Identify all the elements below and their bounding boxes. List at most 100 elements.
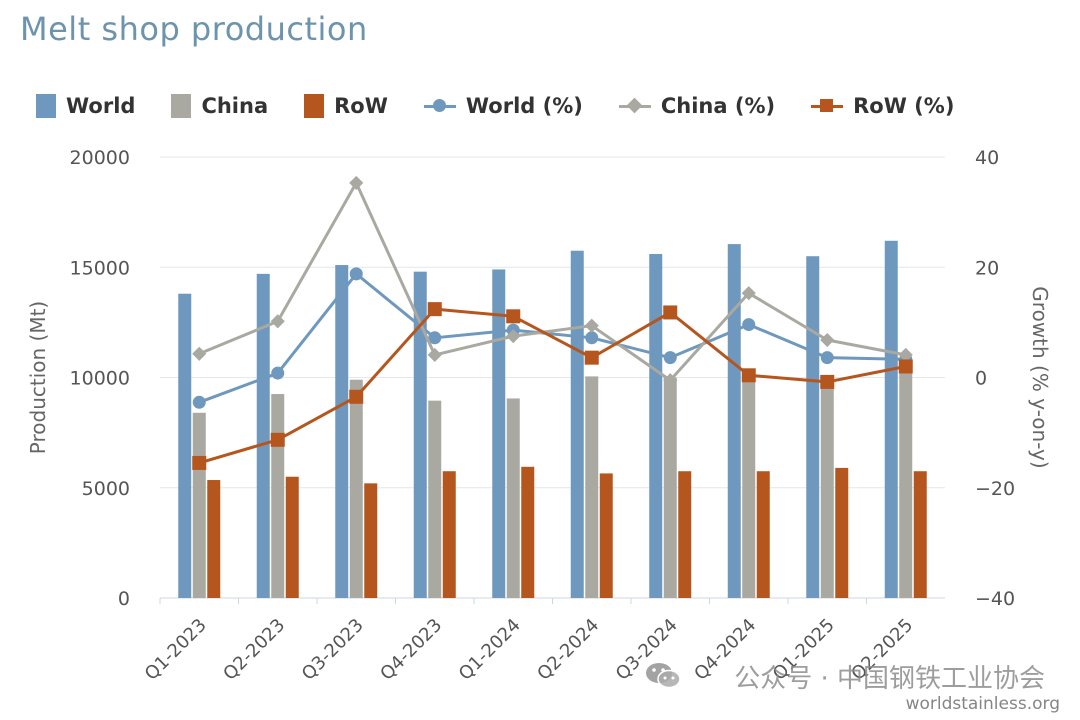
bar-world [570,250,584,598]
y2-tick-label: −40 [975,588,1015,610]
legend-swatch-world [36,94,56,118]
bar-china [428,400,442,598]
marker-china- [663,373,678,388]
bar-row [207,480,221,598]
legend-item-china-pct[interactable]: China (%) [618,94,776,118]
bar-row [913,471,927,598]
legend-swatch-row [304,94,325,118]
x-tick-label: Q1-2024 [455,615,525,685]
bar-world [413,271,427,598]
y-tick-label: 5000 [82,478,130,500]
bar-world [806,256,820,598]
bar-china [899,367,913,598]
y2-tick-label: 20 [975,257,999,279]
marker-row- [192,455,207,470]
y2-tick-label: −20 [975,478,1015,500]
marker-row- [349,389,364,404]
bar-china [192,412,206,598]
marker-world- [192,395,206,409]
bar-row [756,471,770,598]
legend-label-row-pct: RoW (%) [853,94,955,118]
marker-row- [270,432,285,447]
marker-china- [741,286,756,301]
marker-china- [427,347,442,362]
y2-axis-title: Growth (% y-on-y) [1028,286,1052,468]
marker-china- [506,329,521,344]
marker-china- [820,332,835,348]
y-axis-title: Production (Mt) [26,301,50,454]
marker-china- [270,314,285,329]
marker-world- [663,351,677,365]
bar-row [285,476,299,598]
legend-label-china-pct: China (%) [660,94,776,118]
y2-tick-label: 0 [975,368,987,390]
series-line-row- [198,307,907,465]
legend-swatch-row-pct [811,94,844,118]
series-line-world- [198,272,906,404]
bar-china [585,376,599,598]
watermark-url: worldstainless.org [905,694,1060,714]
marker-world- [585,331,599,345]
y-tick-label: 0 [118,588,130,610]
legend-label-china: China [201,94,269,118]
y-tick-label: 15000 [70,257,130,279]
bar-china [663,377,677,598]
marker-row- [427,302,442,317]
x-tick-label: Q2-2024 [533,615,603,685]
legend-item-row-pct[interactable]: RoW (%) [811,94,954,118]
marker-world- [820,351,834,365]
marker-china- [898,347,913,362]
bar-china [742,370,756,598]
marker-row- [663,305,678,320]
marker-china- [584,318,599,333]
bar-world [492,269,506,598]
marker-row- [741,368,756,383]
legend-label-row: RoW [334,94,388,118]
y2-tick-label: 40 [975,147,999,169]
bar-china [349,379,363,598]
bar-world [884,240,898,599]
bar-row [678,471,692,598]
bar-china [820,386,834,598]
marker-row- [898,359,913,374]
legend-swatch-world-pct [423,94,456,118]
y-tick-label: 10000 [70,368,130,390]
bar-row [442,471,456,598]
series-line-china- [198,181,907,382]
marker-china- [349,175,364,190]
bar-world [335,265,349,598]
bar-row [521,466,535,598]
x-tick-label: Q1-2023 [141,615,211,685]
marker-world- [742,318,756,332]
legend-item-world-pct[interactable]: World (%) [423,94,583,118]
bar-world [727,244,741,598]
marker-world- [428,331,442,345]
x-tick-label: Q4-2023 [376,615,446,685]
bar-world [649,254,663,598]
x-tick-label: Q2-2023 [219,615,289,685]
bar-row [599,473,613,598]
bar-china [271,394,285,598]
legend-swatch-china-pct [618,94,651,118]
bar-row [364,483,378,598]
marker-world- [271,366,285,380]
marker-row- [584,350,599,365]
chart-legend: World China RoW World (%) China (%) RoW … [36,88,954,124]
y-tick-label: 20000 [70,147,130,169]
watermark-brand: 公众号 · 中国钢铁工业协会 [734,664,1045,694]
legend-item-world[interactable]: World [36,94,135,118]
legend-label-world: World [66,94,136,118]
chart-title: Melt shop production [20,10,368,48]
bar-china [506,398,520,598]
marker-row- [820,374,835,389]
legend-item-china[interactable]: China [171,94,268,118]
bar-row [835,467,849,598]
bar-world [256,273,270,598]
legend-item-row[interactable]: RoW [304,94,388,118]
marker-china- [192,346,207,361]
marker-world- [349,267,363,281]
bar-world [178,293,192,598]
wechat-icon [646,663,681,689]
x-tick-label: Q3-2023 [298,615,368,685]
